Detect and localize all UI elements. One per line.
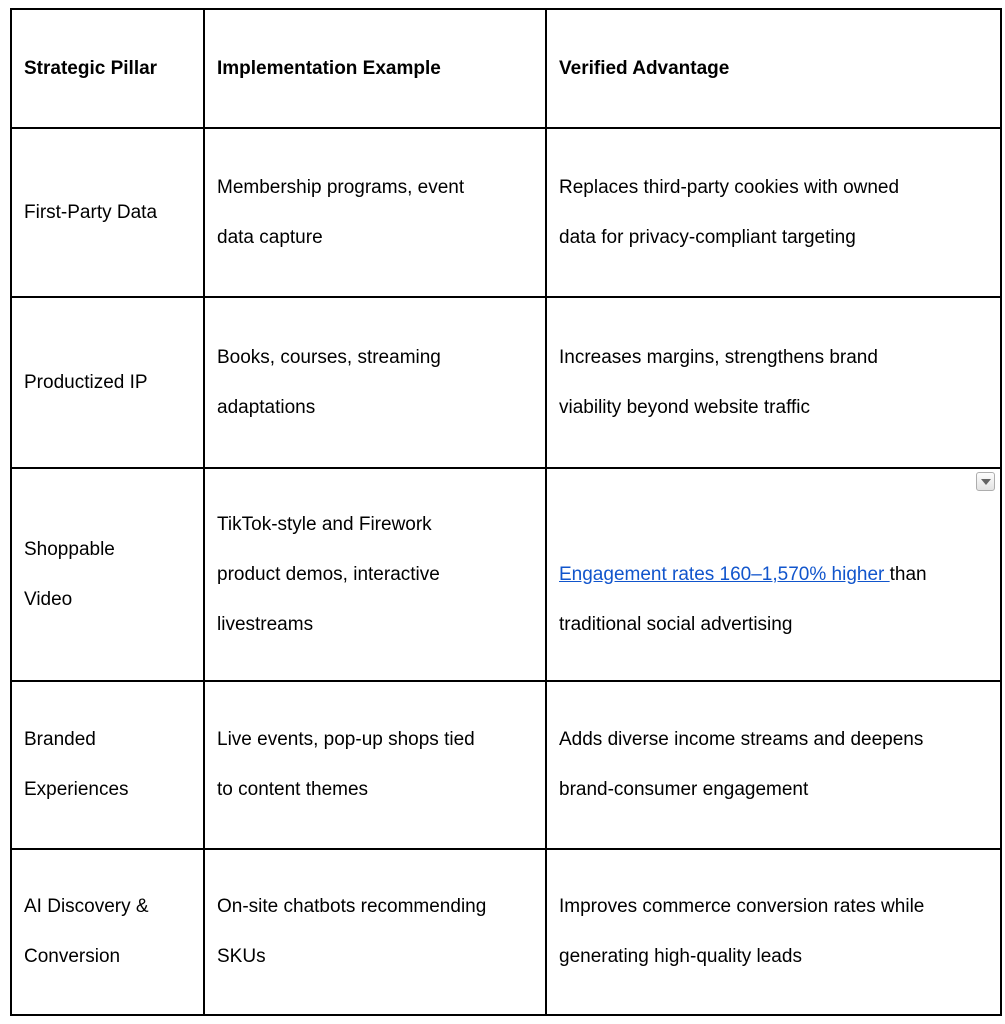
cell-dropdown-button[interactable]: [976, 472, 995, 491]
cell-example: Membership programs, event data capture: [203, 127, 547, 298]
table-row-first-party-data: First-Party Data Membership programs, ev…: [10, 127, 1002, 298]
cell-pillar: AI Discovery & Conversion: [10, 848, 205, 1016]
table-row-shoppable-video: Shoppable Video TikTok-style and Firewor…: [10, 467, 1002, 682]
cell-pillar: Productized IP: [10, 296, 205, 469]
column-header-verified-advantage: Verified Advantage: [545, 8, 1002, 129]
cell-advantage: Engagement rates 160–1,570% higher than …: [545, 467, 1002, 682]
cell-advantage: Adds diverse income streams and deepens …: [545, 680, 1002, 850]
dropdown-arrow-icon: [980, 478, 991, 485]
table-row-branded-experiences: Branded Experiences Live events, pop-up …: [10, 680, 1002, 850]
cell-example: TikTok-style and Firework product demos,…: [203, 467, 547, 682]
table-row-ai-discovery-conversion: AI Discovery & Conversion On-site chatbo…: [10, 848, 1002, 1016]
cell-pillar: Branded Experiences: [10, 680, 205, 850]
cell-example: Live events, pop-up shops tied to conten…: [203, 680, 547, 850]
engagement-rates-link[interactable]: Engagement rates 160–1,570% higher: [559, 563, 890, 585]
cell-pillar: First-Party Data: [10, 127, 205, 298]
cell-example: Books, courses, streaming adaptations: [203, 296, 547, 469]
column-header-strategic-pillar: Strategic Pillar: [10, 8, 205, 129]
column-header-implementation-example: Implementation Example: [203, 8, 547, 129]
cell-pillar: Shoppable Video: [10, 467, 205, 682]
strategic-pillars-table: Strategic Pillar Implementation Example …: [10, 8, 1002, 1016]
cell-advantage: Replaces third-party cookies with owned …: [545, 127, 1002, 298]
cell-example: On-site chatbots recommending SKUs: [203, 848, 547, 1016]
cell-advantage: Increases margins, strengthens brand via…: [545, 296, 1002, 469]
table-row-productized-ip: Productized IP Books, courses, streaming…: [10, 296, 1002, 469]
cell-advantage-text: than traditional social advertising: [559, 563, 927, 635]
cell-advantage: Improves commerce conversion rates while…: [545, 848, 1002, 1016]
table-header-row: Strategic Pillar Implementation Example …: [10, 8, 1002, 129]
